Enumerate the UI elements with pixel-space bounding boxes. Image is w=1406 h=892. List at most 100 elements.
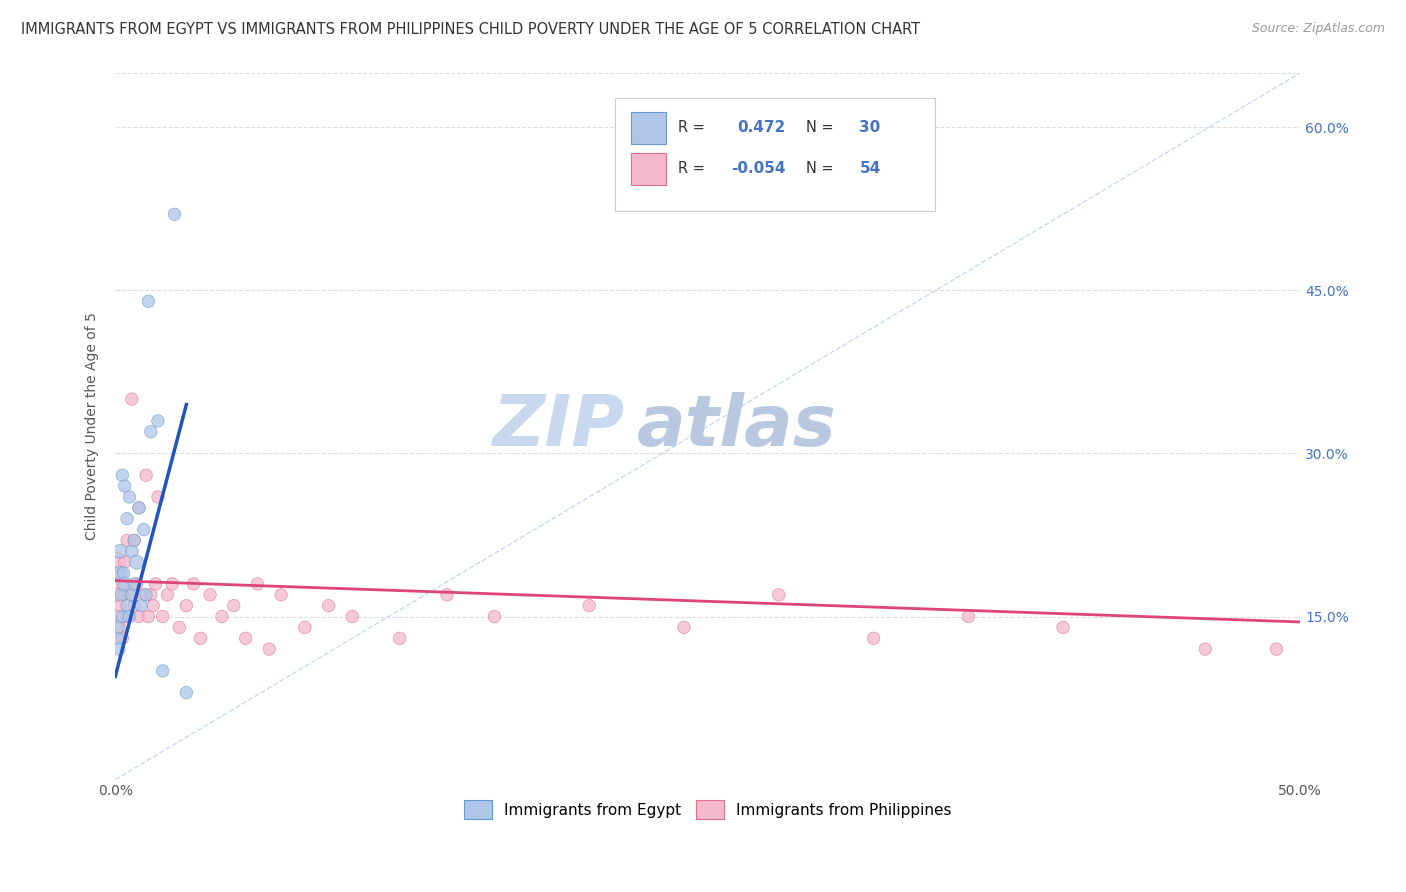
- Point: [115, 511, 138, 525]
- Point: [138, 609, 160, 624]
- Point: [768, 588, 790, 602]
- Point: [110, 588, 132, 602]
- Point: [342, 609, 364, 624]
- Point: [105, 620, 128, 634]
- Point: [108, 544, 131, 558]
- Point: [112, 566, 135, 580]
- Point: [114, 577, 136, 591]
- Point: [107, 566, 129, 580]
- Text: 30: 30: [859, 120, 880, 135]
- Point: [108, 599, 131, 613]
- Point: [146, 414, 169, 428]
- Point: [105, 588, 128, 602]
- FancyBboxPatch shape: [616, 98, 935, 211]
- Point: [146, 490, 169, 504]
- Point: [111, 632, 134, 646]
- Point: [104, 555, 127, 569]
- Point: [1194, 642, 1216, 657]
- Point: [121, 544, 143, 558]
- Point: [118, 490, 141, 504]
- Point: [152, 664, 174, 678]
- Point: [121, 392, 143, 406]
- Point: [115, 533, 138, 548]
- Point: [115, 599, 138, 613]
- Point: [198, 588, 221, 602]
- Point: [211, 609, 233, 624]
- Point: [163, 207, 186, 221]
- Point: [388, 632, 411, 646]
- Point: [118, 609, 141, 624]
- Point: [108, 642, 131, 657]
- Point: [111, 468, 134, 483]
- Point: [484, 609, 506, 624]
- Point: [246, 577, 269, 591]
- Legend: Immigrants from Egypt, Immigrants from Philippines: Immigrants from Egypt, Immigrants from P…: [458, 794, 957, 825]
- Point: [135, 468, 157, 483]
- Point: [115, 609, 138, 624]
- Point: [128, 500, 150, 515]
- Point: [318, 599, 340, 613]
- Point: [1052, 620, 1074, 634]
- Point: [122, 577, 145, 591]
- Point: [128, 609, 150, 624]
- Point: [1265, 642, 1288, 657]
- Point: [167, 620, 190, 634]
- Point: [222, 599, 245, 613]
- Point: [183, 577, 205, 591]
- Text: R =: R =: [678, 120, 704, 135]
- Point: [139, 588, 162, 602]
- Point: [107, 609, 129, 624]
- Point: [176, 599, 198, 613]
- Y-axis label: Child Poverty Under the Age of 5: Child Poverty Under the Age of 5: [86, 312, 100, 541]
- Point: [578, 599, 600, 613]
- Bar: [631, 153, 666, 185]
- Point: [160, 577, 183, 591]
- Point: [294, 620, 316, 634]
- Point: [259, 642, 281, 657]
- Point: [436, 588, 458, 602]
- Point: [125, 577, 148, 591]
- Point: [156, 588, 179, 602]
- Point: [235, 632, 257, 646]
- Point: [108, 566, 131, 580]
- Point: [131, 599, 153, 613]
- Point: [145, 577, 167, 591]
- Point: [132, 588, 155, 602]
- Text: N =: N =: [806, 120, 834, 135]
- Point: [108, 620, 131, 634]
- Point: [138, 294, 160, 309]
- Text: 54: 54: [859, 161, 880, 176]
- Point: [118, 588, 141, 602]
- Point: [152, 609, 174, 624]
- Point: [111, 577, 134, 591]
- Point: [862, 632, 884, 646]
- Point: [111, 609, 134, 624]
- Text: R =: R =: [678, 161, 704, 176]
- Point: [128, 500, 150, 515]
- Point: [270, 588, 292, 602]
- Text: -0.054: -0.054: [731, 161, 786, 176]
- Text: ZIP: ZIP: [492, 392, 624, 461]
- Point: [122, 533, 145, 548]
- Point: [121, 588, 143, 602]
- Text: IMMIGRANTS FROM EGYPT VS IMMIGRANTS FROM PHILIPPINES CHILD POVERTY UNDER THE AGE: IMMIGRANTS FROM EGYPT VS IMMIGRANTS FROM…: [21, 22, 920, 37]
- Point: [142, 599, 165, 613]
- Point: [114, 588, 136, 602]
- Point: [132, 523, 155, 537]
- Text: 0.472: 0.472: [737, 120, 786, 135]
- Point: [135, 588, 157, 602]
- Text: Source: ZipAtlas.com: Source: ZipAtlas.com: [1251, 22, 1385, 36]
- Text: atlas: atlas: [637, 392, 837, 461]
- Point: [114, 555, 136, 569]
- Point: [107, 632, 129, 646]
- Point: [114, 479, 136, 493]
- Point: [176, 685, 198, 699]
- Text: N =: N =: [806, 161, 834, 176]
- Point: [125, 555, 148, 569]
- Bar: [631, 112, 666, 144]
- Point: [139, 425, 162, 439]
- Point: [957, 609, 980, 624]
- Point: [122, 533, 145, 548]
- Point: [190, 632, 212, 646]
- Point: [672, 620, 695, 634]
